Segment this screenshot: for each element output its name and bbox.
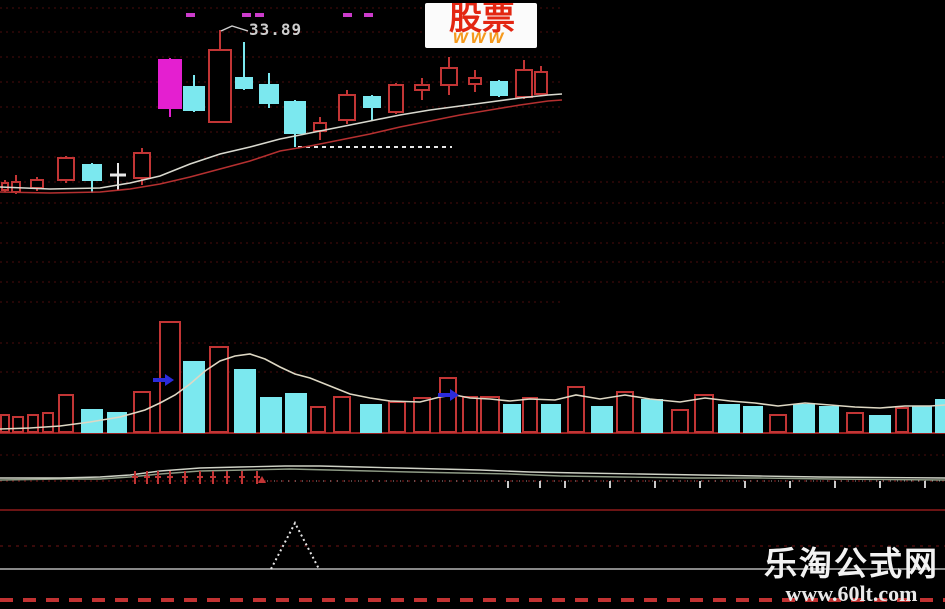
- candle-body: [515, 69, 533, 98]
- volume-bar: [480, 396, 500, 433]
- volume-bar: [183, 361, 205, 433]
- volume-bar: [27, 414, 39, 433]
- volume-bar: [694, 394, 714, 433]
- volume-bar: [541, 404, 561, 433]
- volume-bar: [439, 377, 457, 433]
- candle-body: [133, 152, 151, 179]
- volume-bar: [159, 321, 181, 433]
- volume-bar: [591, 406, 613, 433]
- volume-bar: [846, 412, 864, 433]
- volume-bar: [912, 406, 932, 433]
- volume-bar: [641, 399, 663, 433]
- volume-bar: [935, 399, 945, 433]
- alert-marker: [186, 13, 195, 17]
- volume-bar: [743, 406, 763, 433]
- volume-bar: [310, 406, 326, 433]
- volume-bar: [895, 407, 909, 433]
- red-triangle-marker: [258, 476, 266, 483]
- candle-body: [158, 59, 182, 109]
- price-ma-slow-line: [0, 99, 563, 194]
- alert-marker: [364, 13, 373, 17]
- volume-bar: [769, 414, 787, 433]
- price-ma-fast-line: [0, 93, 563, 190]
- candle-body: [235, 77, 253, 89]
- price-annotation: 33.89: [249, 20, 303, 39]
- alert-marker: [242, 13, 251, 17]
- candle-body: [414, 84, 430, 91]
- candle-body: [208, 49, 232, 123]
- volume-bar: [522, 397, 538, 433]
- site-watermark: 乐淘公式网 www.60lt.com: [764, 547, 939, 605]
- volume-bar: [616, 391, 634, 433]
- volume-bar: [260, 397, 282, 433]
- volume-bar: [503, 404, 521, 433]
- site-watermark-url: www.60lt.com: [785, 580, 918, 606]
- alert-marker: [343, 13, 352, 17]
- candle-body: [534, 71, 548, 95]
- volume-bar: [819, 406, 839, 433]
- volume-bar: [462, 396, 478, 433]
- volume-bar: [209, 346, 229, 433]
- volume-bar: [234, 369, 256, 433]
- volume-bar: [869, 415, 891, 433]
- volume-bar: [58, 394, 74, 433]
- candle-body: [82, 164, 102, 181]
- volume-bar: [133, 391, 151, 433]
- volume-bar: [567, 386, 585, 433]
- candle-body: [284, 101, 306, 134]
- volume-bar: [360, 404, 382, 433]
- volume-bar: [388, 401, 406, 433]
- annotation-pointer-line: [220, 25, 249, 32]
- candle-body: [363, 96, 381, 108]
- volume-bar: [718, 404, 740, 433]
- buy-arrow-marker: [153, 374, 174, 386]
- brand-watermark: 股票 www: [425, 3, 537, 48]
- candle-body: [440, 67, 458, 86]
- volume-bar: [12, 416, 24, 433]
- indicator-line-b: [0, 468, 945, 481]
- candle-body: [259, 84, 279, 104]
- buy-arrow-marker: [438, 389, 459, 401]
- candle-body: [490, 81, 508, 96]
- triangle-signal-marker: [270, 520, 320, 570]
- brand-watermark-cn-text: 股票: [449, 3, 515, 36]
- site-watermark-title: 乐淘公式网: [764, 545, 939, 583]
- candle-body: [468, 77, 482, 85]
- alert-marker: [255, 13, 264, 17]
- candle-body: [57, 157, 75, 181]
- volume-bar: [333, 396, 351, 433]
- volume-bar: [0, 414, 10, 433]
- volume-bar: [671, 409, 689, 433]
- candle-body: [183, 86, 205, 111]
- volume-bar: [413, 397, 431, 433]
- volume-bar: [793, 404, 815, 433]
- volume-bar: [42, 412, 54, 433]
- candle-body: [338, 94, 356, 121]
- volume-bar: [285, 393, 307, 433]
- candle-body: [30, 179, 44, 189]
- candle-body: [388, 84, 404, 113]
- brand-watermark-www-text: www: [453, 27, 507, 48]
